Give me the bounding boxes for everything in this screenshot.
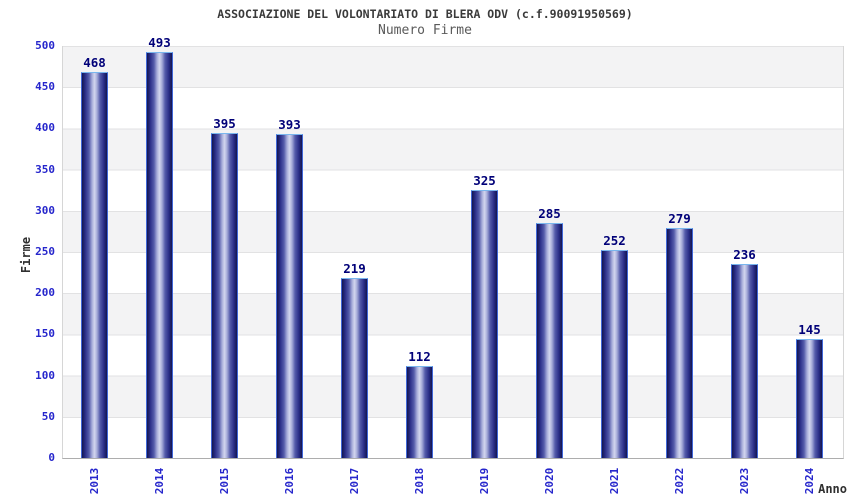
bar-value-label: 325 bbox=[473, 173, 496, 189]
bar-value-label: 493 bbox=[148, 34, 171, 50]
bar-value-label: 393 bbox=[278, 117, 301, 133]
bar bbox=[666, 228, 693, 458]
y-tick-label: 400 bbox=[35, 121, 55, 135]
bar bbox=[796, 338, 823, 458]
bar-value-label: 236 bbox=[733, 246, 756, 262]
bar bbox=[211, 132, 238, 458]
y-tick-label: 100 bbox=[35, 368, 55, 382]
bar bbox=[406, 365, 433, 458]
x-tick-label: 2020 bbox=[542, 467, 556, 495]
bar-value-label: 285 bbox=[538, 206, 561, 222]
bar-value-label: 112 bbox=[408, 348, 431, 364]
x-tick-label: 2019 bbox=[477, 467, 491, 495]
y-tick-label: 350 bbox=[35, 162, 55, 176]
x-tick-label: 2013 bbox=[87, 467, 101, 495]
bar-value-label: 468 bbox=[83, 55, 106, 71]
bar bbox=[536, 223, 563, 458]
y-tick-label: 300 bbox=[35, 203, 55, 217]
y-tick-label: 50 bbox=[41, 409, 55, 423]
x-tick-label: 2015 bbox=[217, 467, 231, 495]
y-tick-label: 200 bbox=[35, 286, 55, 300]
bar bbox=[731, 263, 758, 458]
y-tick-label: 500 bbox=[35, 39, 55, 52]
x-tick-label: 2017 bbox=[347, 467, 361, 495]
y-tick-label: 450 bbox=[35, 80, 55, 94]
bar-value-label: 219 bbox=[343, 260, 366, 276]
bar bbox=[146, 51, 173, 458]
bar-value-label: 395 bbox=[213, 115, 236, 131]
plot-area bbox=[62, 46, 844, 459]
bar bbox=[601, 250, 628, 458]
x-tick-label: 2021 bbox=[607, 467, 621, 495]
y-tick-label: 250 bbox=[35, 245, 55, 258]
x-tick-label: 2024 bbox=[802, 467, 816, 495]
bar bbox=[276, 134, 303, 458]
y-tick-label: 150 bbox=[35, 327, 55, 341]
x-tick-label: 2022 bbox=[672, 467, 686, 495]
chart-subtitle: Numero Firme bbox=[378, 23, 472, 38]
bar bbox=[341, 277, 368, 458]
bar-value-label: 252 bbox=[603, 233, 626, 249]
y-tick-label: 0 bbox=[48, 451, 55, 464]
x-tick-label: 2023 bbox=[737, 467, 751, 495]
x-tick-label: 2018 bbox=[412, 467, 426, 495]
bar bbox=[471, 190, 498, 458]
x-tick-label: 2016 bbox=[282, 467, 296, 495]
chart-title: ASSOCIAZIONE DEL VOLONTARIATO DI BLERA O… bbox=[217, 7, 633, 21]
bar bbox=[81, 72, 108, 458]
bar-value-label: 279 bbox=[668, 211, 691, 227]
x-axis-title: Anno bbox=[818, 482, 847, 496]
x-tick-label: 2014 bbox=[152, 467, 166, 495]
bar-value-label: 145 bbox=[798, 321, 821, 337]
